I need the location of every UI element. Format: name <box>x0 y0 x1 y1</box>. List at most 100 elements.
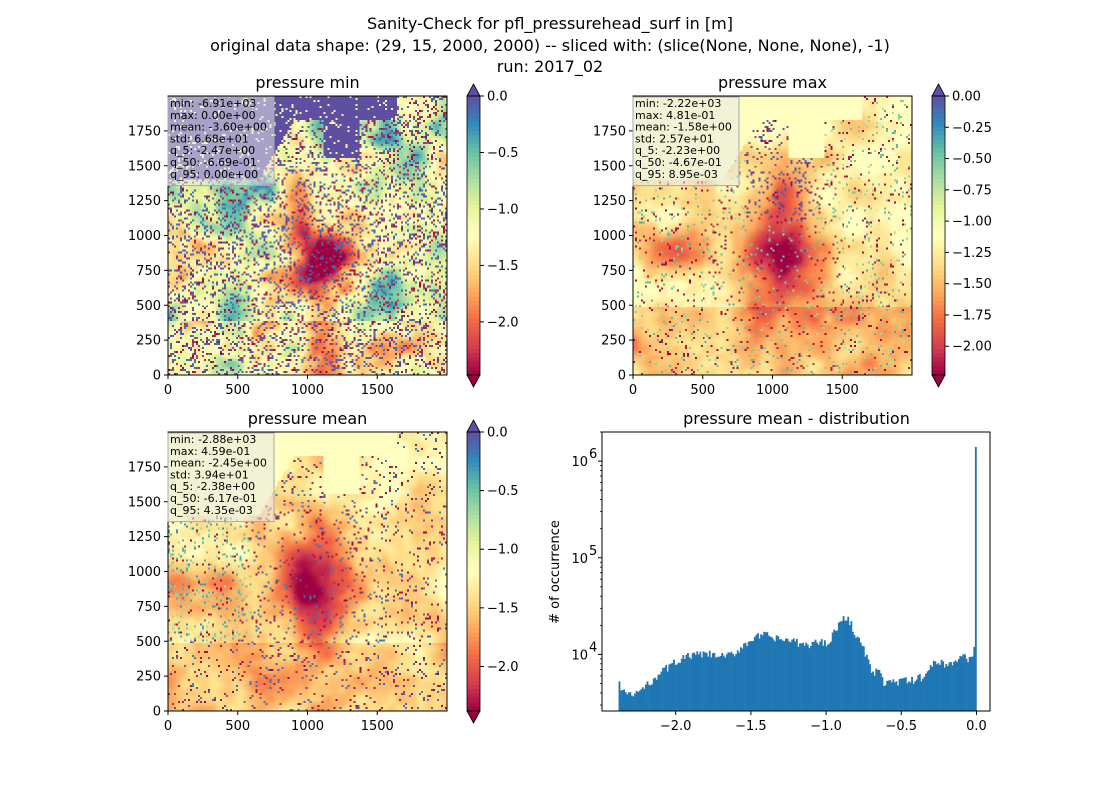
colorbar-segment <box>932 126 945 132</box>
histogram-bar <box>887 680 890 711</box>
histogram-bar <box>898 678 901 711</box>
histogram-bar <box>946 665 949 711</box>
colorbar-segment <box>467 196 480 202</box>
colorbar-segment <box>932 257 945 263</box>
histogram-bar <box>823 640 826 711</box>
histogram-bar <box>783 641 786 711</box>
colorbar-segment <box>467 274 480 280</box>
histogram-bar <box>710 657 713 711</box>
colorbar-segment <box>467 126 480 132</box>
colorbar-segment <box>932 340 945 346</box>
colorbar-segment <box>467 183 480 189</box>
y-tick-label: 10 <box>571 552 588 567</box>
histogram-bar <box>889 680 892 711</box>
colorbar-tick-label: −1.0 <box>487 543 519 558</box>
stat-line: q_50: -4.67e-01 <box>635 156 722 169</box>
histogram-bar <box>892 679 895 711</box>
histogram-bar <box>727 652 730 711</box>
pressure-min-panel: pressure min 0 500 1000 1500 0 250 500 750 1000 1… <box>128 73 519 398</box>
x-tick-label: 0 <box>164 719 172 734</box>
suptitle-line-1: Sanity-Check for pfl_pressurehead_surf i… <box>367 14 733 34</box>
colorbar-segment <box>467 636 480 642</box>
pressure-mean-panel: pressure mean 0 500 1000 1500 0 250 500 750 1000… <box>128 409 519 734</box>
colorbar-segment <box>932 231 945 237</box>
colorbar-segment <box>467 532 480 538</box>
colorbar-segment <box>467 191 480 197</box>
x-tick-label: 500 <box>690 383 715 398</box>
histogram-bar <box>788 641 791 711</box>
histogram-bar <box>781 640 784 711</box>
y-tick-label: 10 <box>571 648 588 663</box>
colorbar-segment <box>932 130 945 136</box>
histogram-bar <box>641 687 644 711</box>
histogram-bar <box>797 646 800 711</box>
histogram-bar <box>693 652 696 711</box>
y-tick-label: 1750 <box>593 124 626 139</box>
histogram-bar <box>917 675 920 711</box>
histogram-bar <box>878 669 881 711</box>
colorbar-segment <box>932 279 945 285</box>
histogram-bar <box>974 446 977 711</box>
distribution-ylabel: # of occurrence <box>548 520 563 624</box>
histogram-bar <box>883 685 885 711</box>
colorbar-segment <box>467 139 480 145</box>
histogram-bar <box>668 664 671 711</box>
histogram-bar <box>750 641 753 711</box>
histogram-bar <box>761 635 764 711</box>
histogram-bar <box>690 658 692 711</box>
histogram-bar <box>884 685 887 711</box>
histogram-bar <box>845 620 848 711</box>
histogram-bar <box>739 647 742 711</box>
x-tick-label: 0 <box>164 383 172 398</box>
colorbar-segment <box>932 148 945 154</box>
colorbar-segment <box>467 602 480 607</box>
histogram-bar <box>942 661 945 711</box>
histogram-bar <box>733 656 736 711</box>
colorbar-segment <box>467 113 480 119</box>
colorbar-segment <box>467 689 480 695</box>
colorbar-segment <box>467 143 480 149</box>
colorbar-segment <box>467 270 480 276</box>
colorbar-segment <box>467 165 480 171</box>
colorbar-segment <box>467 100 480 106</box>
colorbar-segment <box>467 654 480 660</box>
stat-line: q_50: -6.69e-01 <box>170 156 257 169</box>
colorbar-segment <box>932 170 945 176</box>
colorbar-segment <box>932 187 945 193</box>
x-tick-label: 1000 <box>291 719 324 734</box>
histogram-bar <box>680 658 683 711</box>
stat-line: min: -6.91e+03 <box>170 97 256 110</box>
histogram-bar <box>624 692 627 711</box>
colorbar-segment <box>467 593 480 599</box>
stat-line: q_95: 8.95e-03 <box>635 168 718 181</box>
histogram-bar <box>833 629 836 711</box>
histogram-bar <box>803 645 806 711</box>
histogram-bar <box>827 644 829 711</box>
colorbar-segment <box>467 523 480 529</box>
histogram-bar <box>967 662 969 711</box>
colorbar-segment <box>467 549 480 555</box>
stat-line: min: -2.88e+03 <box>170 433 256 446</box>
histogram-bar <box>730 651 733 711</box>
histogram-bar <box>864 656 867 711</box>
colorbar-segment <box>467 361 480 367</box>
histogram-bar <box>630 695 633 711</box>
colorbar-segment <box>932 213 945 219</box>
y-tick-label: 1750 <box>128 124 161 139</box>
y-tick-label: 1000 <box>128 565 161 580</box>
colorbar-tick-label: −2.0 <box>487 315 519 330</box>
colorbar-segment <box>467 292 480 298</box>
colorbar-segment <box>467 567 480 573</box>
stat-line: q_5: -2.23e+00 <box>635 144 720 157</box>
histogram-bar <box>890 682 893 711</box>
colorbar-segment <box>467 488 480 494</box>
y-tick-exponent: 4 <box>589 640 597 655</box>
colorbar-segment <box>932 353 945 359</box>
histogram-bar <box>637 692 640 711</box>
colorbar-segment <box>932 248 945 254</box>
colorbar-segment <box>467 204 480 210</box>
histogram-bar <box>875 668 878 711</box>
colorbar-segment <box>932 261 945 267</box>
stats-box-background <box>167 96 275 187</box>
histogram-bar <box>634 693 636 711</box>
